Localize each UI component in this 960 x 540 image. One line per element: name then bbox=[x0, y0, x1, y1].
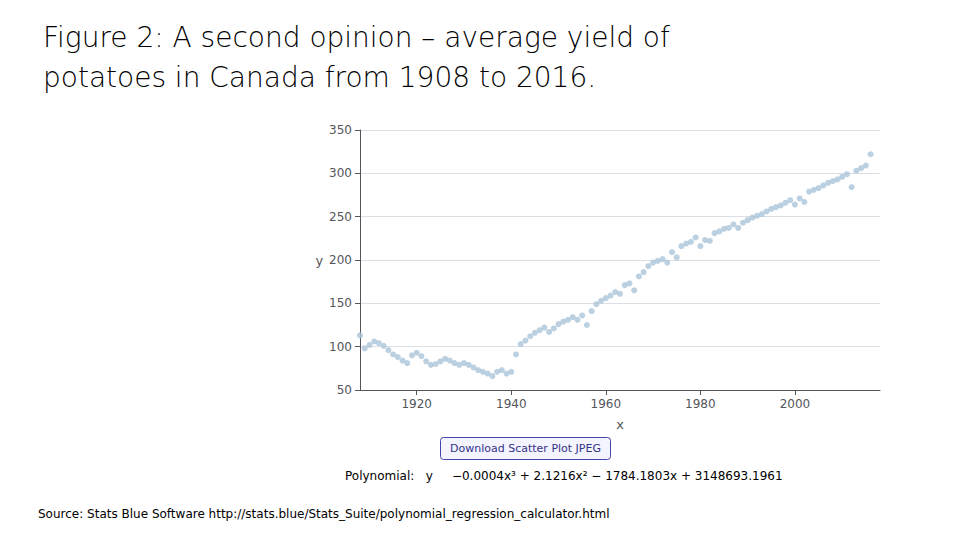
svg-text:Figure 2: A second opinion – a: Figure 2: A second opinion – average yie… bbox=[43, 21, 670, 54]
svg-text:350: 350 bbox=[329, 123, 352, 137]
svg-text:1960: 1960 bbox=[591, 397, 622, 411]
svg-text:1940: 1940 bbox=[496, 397, 527, 411]
svg-text:1920: 1920 bbox=[401, 397, 432, 411]
svg-text:Source: Stats Blue Software ht: Source: Stats Blue Software http://stats… bbox=[38, 507, 610, 521]
svg-text:250: 250 bbox=[329, 210, 352, 224]
svg-text:300: 300 bbox=[329, 166, 352, 180]
svg-text:200: 200 bbox=[329, 253, 352, 267]
svg-text:Polynomial: y −0.0004x³: Polynomial: y −0.0004x³ + 2.1216x² − 178… bbox=[345, 469, 783, 483]
svg-text:1980: 1980 bbox=[685, 397, 716, 411]
svg-text:x: x bbox=[616, 417, 624, 432]
svg-text:150: 150 bbox=[329, 296, 352, 310]
svg-text:50: 50 bbox=[337, 383, 352, 397]
svg-text:potatoes in Canada from 1908 t: potatoes in Canada from 1908 to 2016. bbox=[43, 61, 596, 94]
svg-text:y: y bbox=[315, 253, 323, 268]
svg-text:100: 100 bbox=[329, 340, 352, 354]
svg-text:Download Scatter Plot JPEG: Download Scatter Plot JPEG bbox=[450, 442, 601, 455]
svg-text:2000: 2000 bbox=[780, 397, 811, 411]
